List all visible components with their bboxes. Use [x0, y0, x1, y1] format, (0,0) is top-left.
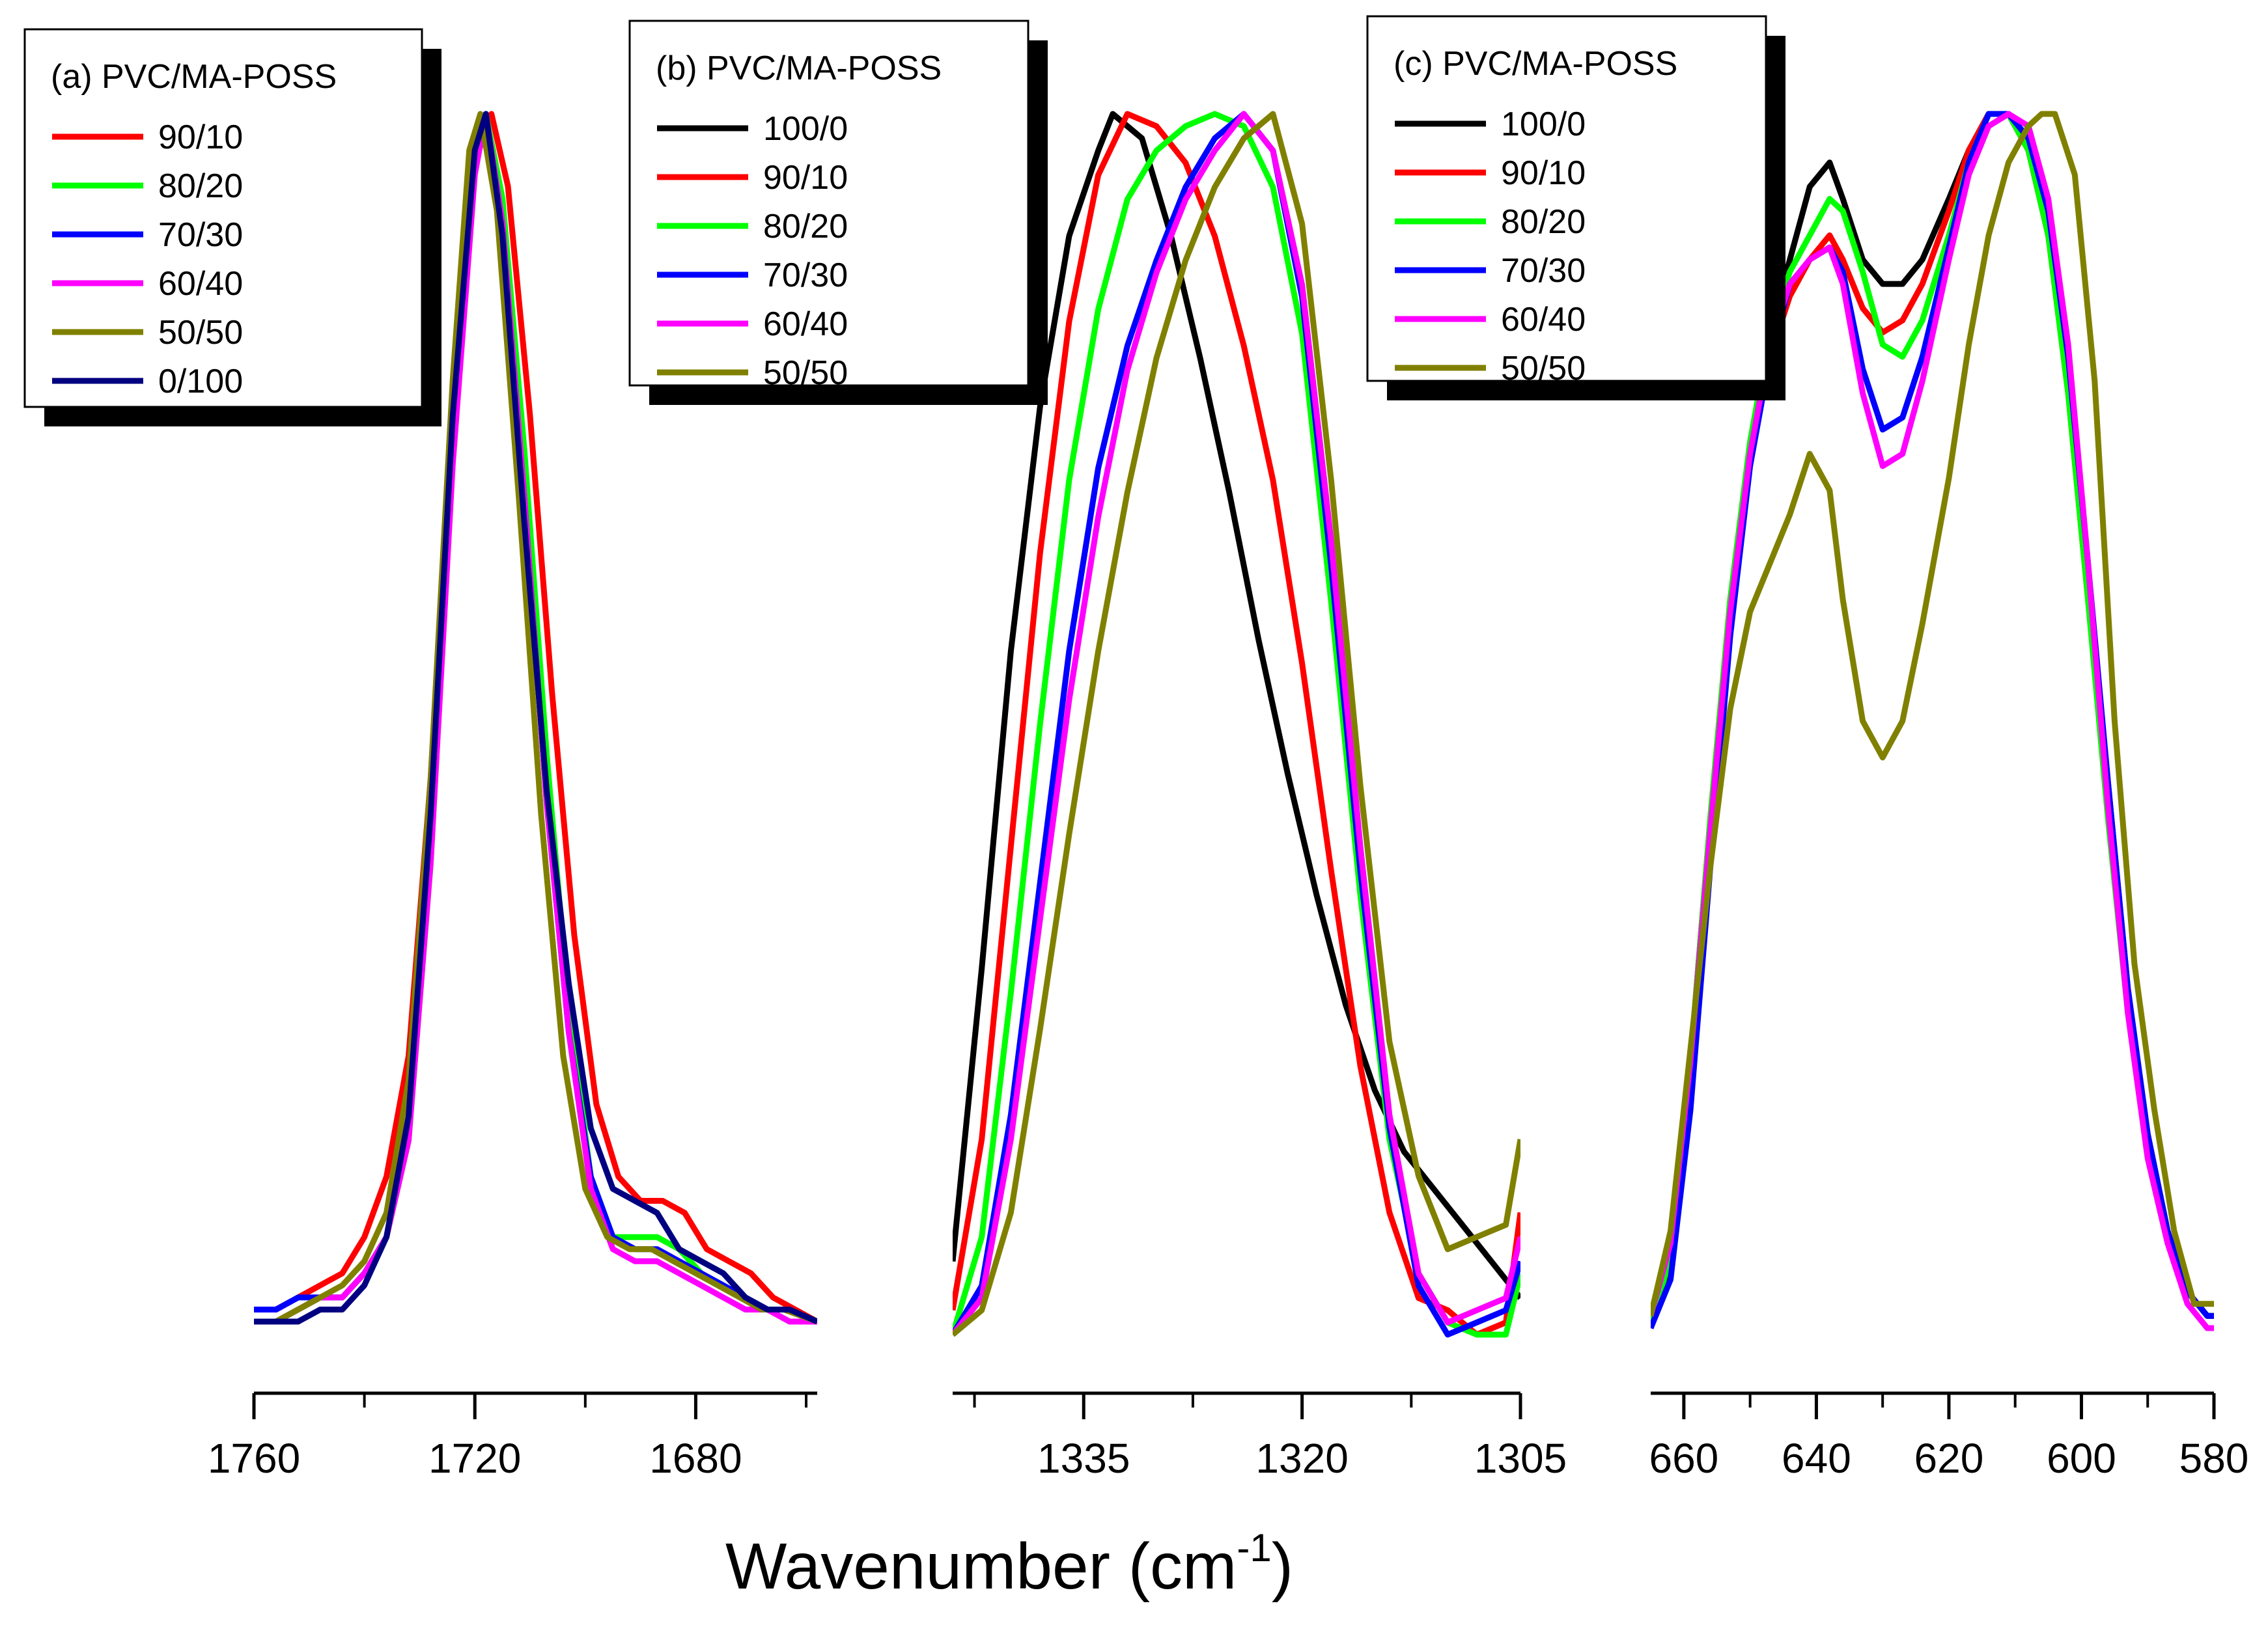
panel-a-lines — [254, 111, 817, 1325]
legend-label-c-80-20: 80/20 — [1501, 203, 1586, 241]
x-axis-title: Wavenumber (cm-1) — [725, 1526, 1293, 1603]
legend-label-c-60-40: 60/40 — [1501, 301, 1586, 339]
legend-label-c-50-50: 50/50 — [1501, 350, 1586, 387]
panels: 1760 1720 1680 (a) PVC/MA-POSS 90/10 80/20 70/… — [23, 15, 2249, 1482]
x-tick-label-c-600: 600 — [2047, 1435, 2116, 1482]
series-line-a-90-10 — [254, 111, 817, 1324]
legend-label-a-70-30: 70/30 — [158, 216, 243, 254]
x-tick-label-b-1335: 1335 — [1037, 1435, 1130, 1482]
legend-title-c: (c) PVC/MA-POSS — [1393, 45, 1677, 83]
legend-b: (b) PVC/MA-POSS 100/0 90/10 80/20 70/30 60/40… — [628, 20, 1048, 405]
legend-label-b-70-30: 70/30 — [763, 257, 848, 294]
legend-label-b-60-40: 60/40 — [763, 305, 848, 343]
x-tick-label-a-1680: 1680 — [649, 1435, 742, 1482]
panel-b-lines — [953, 111, 1520, 1338]
legend-title-b: (b) PVC/MA-POSS — [656, 49, 942, 87]
legend-title-a: (a) PVC/MA-POSS — [51, 58, 337, 96]
x-tick-label-b-1320: 1320 — [1255, 1435, 1348, 1482]
legend-label-a-50-50: 50/50 — [158, 314, 243, 352]
legend-c: (c) PVC/MA-POSS 100/0 90/10 80/20 70/30 60/40… — [1366, 15, 1785, 400]
series-line-c-50-50 — [1651, 111, 2214, 1317]
x-tick-label-c-620: 620 — [1914, 1435, 1984, 1482]
legend-label-a-60-40: 60/40 — [158, 265, 243, 303]
legend-label-a-0-100: 0/100 — [158, 363, 243, 400]
series-line-a-0-100 — [254, 111, 817, 1325]
series-line-a-50-50 — [254, 111, 817, 1325]
legend-label-b-80-20: 80/20 — [763, 208, 848, 245]
x-tick-label-c-640: 640 — [1782, 1435, 1851, 1482]
panel-c: 660 640 620 600 580 (c) PVC/MA-POSS 100/0 90/10… — [1366, 15, 2249, 1482]
x-tick-label-a-1720: 1720 — [428, 1435, 521, 1482]
legend-label-c-70-30: 70/30 — [1501, 252, 1586, 290]
x-tick-label-b-1305: 1305 — [1474, 1435, 1567, 1482]
panel-b: 1335 1320 1305 (b) PVC/MA-POSS 100/0 90/10 80/… — [628, 20, 1567, 1482]
x-tick-label-a-1760: 1760 — [208, 1435, 300, 1482]
legend-label-c-90-10: 90/10 — [1501, 154, 1586, 192]
x-axis-title-superscript: -1 — [1237, 1526, 1271, 1570]
legend-a: (a) PVC/MA-POSS 90/10 80/20 70/30 60/40 50/50… — [23, 28, 441, 426]
legend-label-b-100-0: 100/0 — [763, 110, 848, 148]
legend-box-a — [23, 28, 423, 408]
series-line-b-60-40 — [953, 111, 1520, 1337]
series-line-b-50-50 — [953, 111, 1520, 1337]
panel-c-lines — [1651, 111, 2214, 1331]
x-tick-label-c-580: 580 — [2179, 1435, 2249, 1482]
legend-label-b-50-50: 50/50 — [763, 354, 848, 392]
x-tick-label-c-660: 660 — [1649, 1435, 1718, 1482]
panel-a: 1760 1720 1680 (a) PVC/MA-POSS 90/10 80/20 70/… — [23, 28, 817, 1482]
legend-label-c-100-0: 100/0 — [1501, 105, 1586, 143]
series-line-b-100-0 — [953, 111, 1520, 1300]
legend-label-b-90-10: 90/10 — [763, 159, 848, 197]
series-line-c-60-40 — [1651, 111, 2214, 1331]
legend-label-a-80-20: 80/20 — [158, 167, 243, 205]
x-axis-title-close: ) — [1272, 1530, 1293, 1603]
x-axis-title-text: Wavenumber (cm — [725, 1530, 1237, 1603]
legend-label-a-90-10: 90/10 — [158, 118, 243, 156]
